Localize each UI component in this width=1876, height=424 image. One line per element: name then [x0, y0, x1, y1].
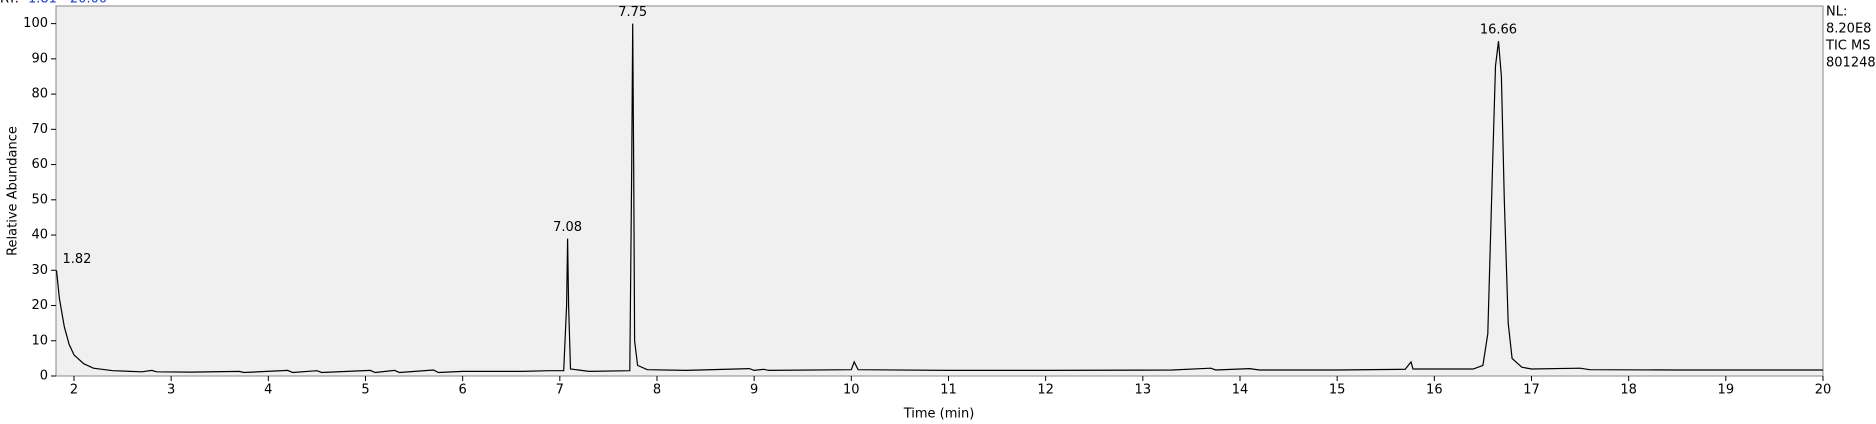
x-axis-label: Time (min): [903, 407, 975, 422]
x-tick-label: 18: [1620, 383, 1637, 398]
peak-label: 16.66: [1480, 23, 1517, 38]
x-tick-label: 8: [653, 383, 661, 398]
x-tick-label: 2: [70, 383, 78, 398]
side-info: NL:: [1826, 5, 1847, 20]
y-tick-label: 0: [40, 369, 48, 384]
peak-label: 1.82: [62, 252, 91, 267]
x-tick-label: 3: [167, 383, 175, 398]
x-tick-label: 14: [1232, 383, 1249, 398]
x-tick-label: 5: [361, 383, 369, 398]
x-tick-label: 12: [1037, 383, 1054, 398]
x-tick-label: 19: [1718, 383, 1735, 398]
y-tick-label: 80: [31, 87, 48, 102]
x-tick-label: 11: [940, 383, 957, 398]
y-tick-label: 20: [31, 298, 48, 313]
x-tick-label: 7: [556, 383, 564, 398]
trace-line: [55, 23, 1823, 374]
x-tick-label: 13: [1135, 383, 1152, 398]
x-tick-label: 6: [459, 383, 467, 398]
y-tick-label: 10: [31, 333, 48, 348]
x-tick-label: 10: [843, 383, 860, 398]
y-tick-label: 70: [31, 122, 48, 137]
x-tick-label: 20: [1815, 383, 1832, 398]
x-tick-label: 4: [264, 383, 272, 398]
x-tick-label: 16: [1426, 383, 1443, 398]
header-range: 1.81 - 20.00: [28, 0, 107, 7]
y-tick-label: 100: [23, 16, 48, 31]
peak-label: 7.08: [553, 220, 582, 235]
y-axis-label: Relative Abundance: [6, 126, 21, 256]
y-tick-label: 90: [31, 51, 48, 66]
plot-area: [55, 5, 1824, 377]
y-tick-label: 50: [31, 192, 48, 207]
y-tick-label: 60: [31, 157, 48, 172]
peak-label: 7.75: [618, 5, 647, 20]
y-tick-label: 40: [31, 228, 48, 243]
x-tick-label: 9: [750, 383, 758, 398]
side-info: TIC MS: [1825, 39, 1870, 54]
y-tick-label: 30: [31, 263, 48, 278]
side-info: 801248-: [1826, 56, 1876, 71]
side-info: 8.20E8: [1826, 22, 1871, 37]
x-tick-label: 17: [1523, 383, 1540, 398]
header-prefix: RT:: [0, 0, 19, 7]
x-tick-label: 15: [1329, 383, 1346, 398]
